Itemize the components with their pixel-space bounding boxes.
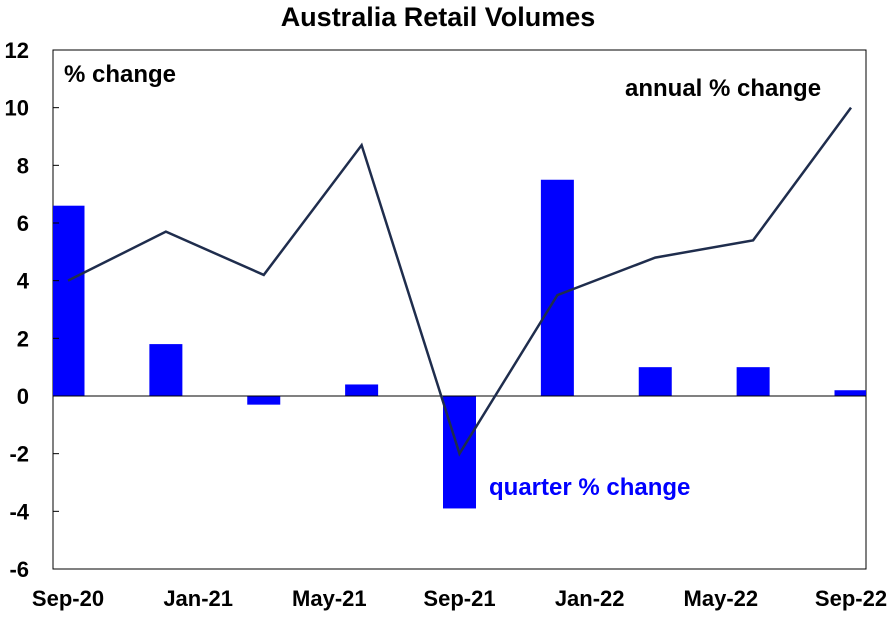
chart-title: Australia Retail Volumes: [281, 2, 596, 32]
bars-layer: [53, 179, 866, 509]
y-tick-label: 6: [17, 211, 29, 236]
x-tick-label: Jan-22: [555, 586, 625, 611]
annual-change-line: [67, 106, 853, 457]
bar-Dec-20: [149, 344, 183, 396]
y-tick-label: 12: [5, 38, 29, 63]
y-axis-label: % change: [64, 61, 176, 88]
y-axis-ticks: 12 10 8 6 4 2 0 -2 -4 -6: [5, 38, 59, 582]
bar-Sep-20: [53, 205, 85, 396]
y-tick-label: -2: [9, 442, 29, 467]
line-series-label: annual % change: [625, 75, 821, 102]
x-tick-label: Sep-21: [423, 586, 495, 611]
y-tick-label: 10: [5, 96, 29, 121]
x-tick-label: May-21: [292, 586, 367, 611]
y-tick-label: 2: [17, 326, 29, 351]
y-tick-label: -6: [9, 557, 29, 582]
y-tick-label: 0: [17, 384, 29, 409]
bar-series-label: quarter % change: [489, 474, 690, 501]
bar-Sep-22: [834, 390, 866, 396]
x-tick-label: Sep-20: [32, 586, 104, 611]
bar-Mar-21: [247, 396, 281, 405]
bar-Jun-22: [736, 367, 770, 396]
y-tick-label: 4: [17, 269, 30, 294]
bar-Dec-21: [540, 179, 574, 396]
y-tick-label: 8: [17, 153, 29, 178]
line-layer: [67, 106, 853, 457]
y-tick-label: -4: [9, 499, 29, 524]
x-tick-label: Jan-21: [163, 586, 233, 611]
x-axis-ticks: Sep-20 Jan-21 May-21 Sep-21 Jan-22 May-22 Sep-…: [32, 586, 887, 611]
bar-Mar-22: [638, 367, 672, 396]
x-tick-label: Sep-22: [815, 586, 887, 611]
bar-Jun-21: [345, 384, 379, 396]
x-tick-label: May-22: [684, 586, 759, 611]
